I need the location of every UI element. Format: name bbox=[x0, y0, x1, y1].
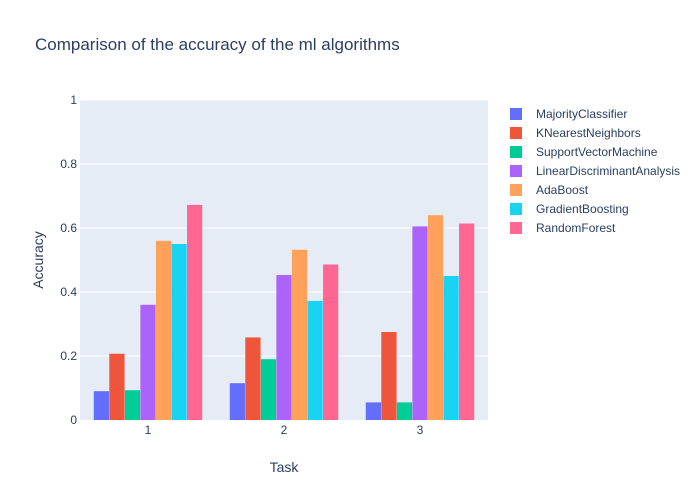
legend-swatch bbox=[510, 165, 522, 177]
bar-knearestneighbors-task-3 bbox=[381, 332, 397, 420]
chart-title: Comparison of the accuracy of the ml alg… bbox=[35, 35, 400, 54]
bar-adaboost-task-3 bbox=[427, 215, 444, 420]
y-tick-label: 0.6 bbox=[60, 221, 77, 235]
legend-item-label: AdaBoost bbox=[536, 183, 589, 197]
legend-item-label: KNearestNeighbors bbox=[536, 126, 641, 140]
legend: MajorityClassifier KNearestNeighbors Suppo… bbox=[510, 107, 680, 235]
bar-supportvectormachine-task-1 bbox=[124, 390, 141, 420]
y-tick-label: 0.2 bbox=[60, 349, 77, 363]
legend-swatch bbox=[510, 127, 522, 139]
bar-lineardiscriminantanalysis-task-2 bbox=[276, 275, 292, 420]
bar-randomforest-task-2 bbox=[323, 264, 339, 420]
x-tick-label: 1 bbox=[145, 423, 152, 437]
legend-item-label: RandomForest bbox=[536, 221, 616, 235]
bar-knearestneighbors-task-2 bbox=[245, 337, 261, 420]
y-tick-label: 0.8 bbox=[60, 157, 77, 171]
legend-swatch bbox=[510, 184, 522, 196]
x-tick-label: 3 bbox=[417, 423, 424, 437]
bar-majorityclassifier-task-1 bbox=[93, 391, 109, 420]
legend-item-label: LinearDiscriminantAnalysis bbox=[536, 164, 680, 178]
bar-randomforest-task-1 bbox=[187, 204, 203, 420]
bar-adaboost-task-1 bbox=[155, 240, 172, 420]
legend-item-label: SupportVectorMachine bbox=[536, 145, 658, 159]
x-axis-ticks: 1 2 3 bbox=[145, 423, 424, 437]
bar-randomforest-task-3 bbox=[459, 223, 475, 420]
y-axis-title: Accuracy bbox=[30, 231, 46, 289]
bar-lineardiscriminantanalysis-task-1 bbox=[140, 304, 156, 420]
bars bbox=[93, 204, 475, 420]
y-tick-label: 0.4 bbox=[60, 285, 77, 299]
bar-majorityclassifier-task-2 bbox=[229, 383, 245, 420]
bar-gradientboosting-task-1 bbox=[171, 244, 187, 420]
bar-gradientboosting-task-3 bbox=[443, 276, 459, 420]
y-tick-label: 0 bbox=[70, 413, 77, 427]
bar-lineardiscriminantanalysis-task-3 bbox=[412, 226, 428, 420]
legend-swatch bbox=[510, 203, 522, 215]
bar-supportvectormachine-task-3 bbox=[396, 402, 413, 420]
legend-swatch bbox=[510, 222, 522, 234]
legend-swatch bbox=[510, 108, 522, 120]
legend-item-label: GradientBoosting bbox=[536, 202, 629, 216]
x-tick-label: 2 bbox=[281, 423, 288, 437]
bar-supportvectormachine-task-2 bbox=[260, 359, 277, 420]
y-axis-ticks: 0 0.2 0.4 0.6 0.8 1 bbox=[60, 93, 77, 427]
bar-knearestneighbors-task-1 bbox=[109, 353, 125, 420]
y-tick-label: 1 bbox=[70, 93, 77, 107]
bar-adaboost-task-2 bbox=[291, 249, 308, 420]
legend-item-label: MajorityClassifier bbox=[536, 107, 627, 121]
bar-gradientboosting-task-2 bbox=[307, 300, 323, 420]
legend-swatch bbox=[510, 146, 522, 158]
bar-majorityclassifier-task-3 bbox=[365, 402, 381, 420]
x-axis-title: Task bbox=[270, 459, 300, 475]
